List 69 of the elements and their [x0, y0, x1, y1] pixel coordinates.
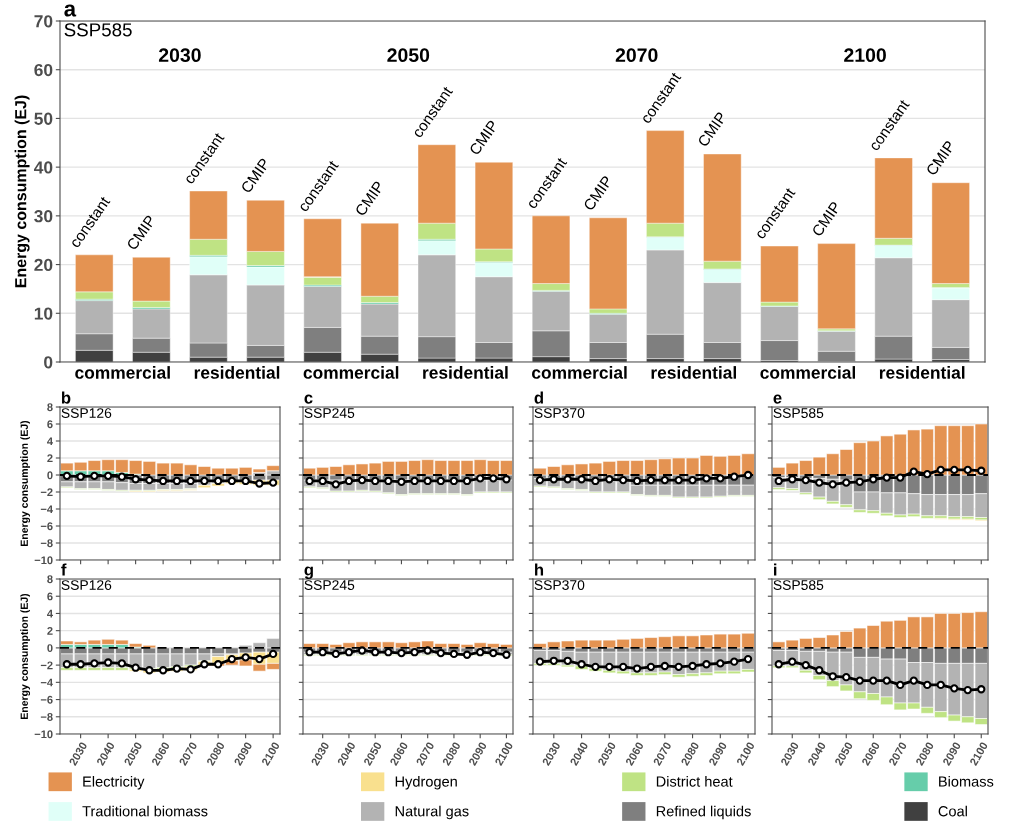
annotation: 2100: [844, 48, 886, 63]
y-tick-label: 40: [34, 161, 53, 174]
y-tick-label: 50: [34, 112, 53, 125]
text: residential: [879, 366, 965, 379]
text: commercial: [532, 366, 627, 379]
legend-label: Hydrogen: [395, 776, 457, 790]
y-tick-label: −2: [40, 661, 53, 670]
y-tick-label: −8: [40, 539, 53, 548]
chart-title: g: [304, 566, 313, 579]
annotation: 2070: [615, 48, 658, 63]
y-tick-label: 6: [47, 420, 53, 429]
y-axis-title: Energy consumption (EJ): [20, 420, 31, 546]
y-tick-label: 30: [34, 210, 53, 223]
chart-subtitle: SSP126: [61, 580, 112, 590]
chart-subtitle: SSP370: [534, 408, 585, 418]
y-tick-label: 8: [47, 403, 53, 412]
chart-subtitle: SSP585: [773, 580, 824, 590]
legend-label: Electricity: [83, 776, 145, 790]
y-tick-label: 2: [47, 454, 53, 463]
y-tick-label: 0: [47, 644, 53, 653]
y-tick-label: 0: [44, 356, 53, 369]
annotation: 2030: [158, 48, 201, 63]
annotation: 2050: [387, 48, 430, 63]
y-tick-label: −6: [40, 695, 53, 704]
chart-subtitle: SSP245: [304, 580, 355, 590]
chart-title: d: [534, 391, 543, 404]
chart-title: b: [61, 391, 71, 404]
chart-title: e: [773, 394, 782, 404]
y-tick-label: 6: [47, 592, 53, 601]
chart-title: i: [774, 563, 777, 576]
y-tick-label: 8: [47, 575, 53, 584]
y-axis-title: Energy consumption (EJ): [20, 593, 31, 719]
y-tick-label: −10: [34, 556, 53, 565]
text: commercial: [75, 366, 170, 379]
chart-subtitle: SSP245: [304, 408, 355, 418]
y-tick-label: −4: [40, 678, 53, 687]
chart-title: h: [535, 563, 544, 576]
y-tick-label: −2: [40, 488, 53, 497]
chart-subtitle: SSP126: [61, 408, 112, 418]
chart-subtitle: SSP585: [773, 408, 824, 418]
chart-title: f: [61, 563, 67, 576]
y-tick-label: 4: [47, 437, 53, 446]
text: commercial: [303, 366, 399, 379]
y-tick-label: 4: [47, 609, 53, 618]
legend-label: Refined liquids: [656, 805, 751, 820]
legend-label: Biomass: [939, 776, 994, 787]
y-tick-label: 60: [34, 63, 53, 77]
chart-title: a: [64, 4, 77, 17]
y-tick-label: 70: [34, 15, 53, 28]
y-tick-label: −4: [40, 505, 53, 514]
text: residential: [423, 366, 508, 379]
y-tick-label: 10: [34, 307, 53, 320]
text: residential: [194, 366, 280, 379]
y-tick-label: −8: [40, 713, 53, 721]
legend-label: District heat: [656, 776, 733, 787]
chart-subtitle: SSP585: [64, 23, 132, 37]
text: residential: [651, 366, 736, 379]
chart-title: c: [304, 394, 313, 404]
text: commercial: [760, 366, 856, 379]
y-tick-label: −10: [34, 730, 53, 739]
y-tick-label: 0: [47, 471, 53, 480]
y-tick-label: −6: [40, 522, 53, 531]
y-tick-label: 2: [47, 626, 53, 635]
legend-label: Coal: [938, 805, 967, 817]
y-axis-title: Energy consumption (EJ): [14, 95, 30, 288]
legend-label: Natural gas: [395, 805, 469, 820]
legend-label: Traditional biomass: [82, 805, 208, 817]
y-tick-label: 20: [34, 258, 53, 272]
chart-subtitle: SSP370: [534, 580, 585, 590]
